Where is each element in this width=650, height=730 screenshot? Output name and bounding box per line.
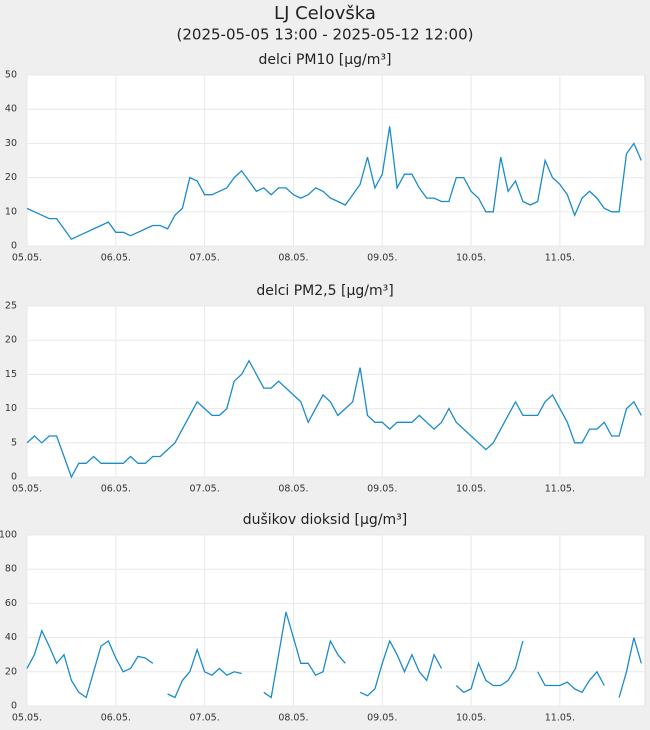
data-line: [26, 611, 642, 699]
x-tick-label: 06.05.: [101, 713, 131, 724]
y-tick-label: 40: [5, 632, 17, 643]
plot-area: [26, 534, 646, 707]
y-tick-label: 15: [5, 369, 17, 380]
x-tick-label: 09.05.: [367, 253, 397, 264]
y-tick-label: 30: [5, 138, 17, 149]
x-tick-label: 08.05.: [278, 713, 308, 724]
x-tick-label: 05.05.: [12, 253, 42, 264]
chart-title: delci PM10 [µg/m³]: [259, 52, 392, 68]
plot-area: [26, 74, 646, 247]
plot-area: [26, 305, 646, 478]
x-tick-label: 10.05.: [456, 484, 486, 495]
x-tick-label: 10.05.: [456, 253, 486, 264]
x-tick-label: 06.05.: [101, 484, 131, 495]
x-tick-label: 11.05.: [545, 253, 575, 264]
data-line: [26, 126, 642, 241]
y-tick-label: 10: [5, 206, 17, 217]
y-tick-label: 20: [5, 666, 17, 677]
y-tick-label: 0: [11, 472, 17, 483]
y-tick-label: 60: [5, 598, 17, 609]
x-tick-label: 10.05.: [456, 713, 486, 724]
x-tick-label: 08.05.: [278, 253, 308, 264]
y-tick-label: 80: [5, 564, 17, 575]
x-tick-label: 07.05.: [190, 713, 220, 724]
y-tick-label: 20: [5, 172, 17, 183]
page-subtitle: (2025-05-05 13:00 - 2025-05-12 12:00): [177, 26, 474, 44]
y-tick-label: 50: [5, 70, 17, 81]
x-tick-label: 05.05.: [12, 713, 42, 724]
x-tick-label: 07.05.: [190, 484, 220, 495]
y-tick-label: 10: [5, 403, 17, 414]
x-tick-label: 11.05.: [545, 484, 575, 495]
chart-title: delci PM2,5 [µg/m³]: [256, 283, 393, 299]
chart-title: dušikov dioksid [µg/m³]: [243, 512, 408, 528]
y-tick-label: 40: [5, 104, 17, 115]
x-tick-label: 11.05.: [545, 713, 575, 724]
x-tick-label: 09.05.: [367, 713, 397, 724]
data-line: [26, 359, 642, 479]
y-tick-label: 5: [11, 437, 17, 448]
x-tick-label: 07.05.: [190, 253, 220, 264]
y-tick-label: 20: [5, 335, 17, 346]
y-tick-label: 100: [0, 530, 17, 541]
x-tick-label: 06.05.: [101, 253, 131, 264]
y-tick-label: 25: [5, 301, 17, 312]
x-tick-label: 08.05.: [278, 484, 308, 495]
y-tick-label: 0: [11, 701, 17, 712]
y-tick-label: 0: [11, 241, 17, 252]
x-tick-label: 05.05.: [12, 484, 42, 495]
page-title: LJ Celovška: [274, 3, 376, 24]
x-tick-label: 09.05.: [367, 484, 397, 495]
